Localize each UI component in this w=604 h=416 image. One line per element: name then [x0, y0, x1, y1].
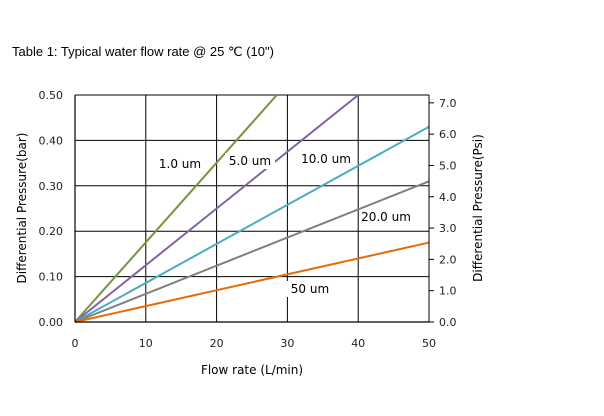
- series-label: 20.0 um: [361, 210, 411, 224]
- y-tick-label: 0.20: [39, 225, 64, 238]
- y2-tick-label: 3.0: [439, 222, 457, 235]
- series-line-4: [74, 180, 430, 323]
- y2-tick-label: 1.0: [439, 285, 457, 298]
- page-title: Table 1: Typical water flow rate @ 25 ℃ …: [12, 44, 274, 59]
- y-tick-label: 0.40: [39, 134, 64, 147]
- y2-tick-label: 2.0: [439, 253, 457, 266]
- plot-frame: [74, 95, 434, 323]
- x-tick-label: 0: [72, 337, 79, 350]
- y2-tick-label: 4.0: [439, 191, 457, 204]
- tick-labels: 0 10 20 30 40 50 0.00 0.10 0.20 0.30 0.40 0.50 0.0 1.…: [39, 89, 457, 350]
- series-label: 50 um: [291, 282, 329, 296]
- series-label: 10.0 um: [301, 152, 351, 166]
- y-tick-label: 0.10: [39, 271, 64, 284]
- series-line-5: [74, 241, 430, 323]
- x-tick-label: 50: [422, 337, 436, 350]
- series-label-bg: [361, 209, 411, 225]
- series-label: 1.0 um: [159, 157, 201, 171]
- y2-tick-label: 0.0: [439, 316, 457, 329]
- series-label-bg: [225, 153, 275, 169]
- y2-tick-label: 5.0: [439, 159, 457, 172]
- series-line-1: [74, 94, 278, 323]
- y2-tick-label: 6.0: [439, 128, 457, 141]
- x-tick-label: 20: [210, 337, 224, 350]
- series-label-bg: [285, 281, 335, 297]
- y2-axis-title: Differential Pressure(Psi): [471, 134, 485, 282]
- series-line-2: [74, 94, 359, 323]
- series-label-bg: [155, 156, 205, 172]
- y-axis-title: Differential Pressure(bar): [15, 133, 29, 284]
- series-label: 5.0 um: [229, 154, 271, 168]
- series-labels: 1.0 um 5.0 um 10.0 um 20.0 um 50 um: [155, 151, 411, 297]
- series-label-bg: [301, 151, 351, 167]
- y-tick-label: 0.50: [39, 89, 64, 102]
- x-tick-label: 40: [351, 337, 365, 350]
- series-line-3: [74, 125, 430, 323]
- x-tick-label: 10: [139, 337, 153, 350]
- y2-tick-label: 7.0: [439, 97, 457, 110]
- x-tick-label: 30: [280, 337, 294, 350]
- series-lines: [74, 94, 430, 323]
- y-tick-label: 0.00: [39, 316, 64, 329]
- grid-lines: [74, 94, 430, 323]
- y-tick-label: 0.30: [39, 180, 64, 193]
- x-axis-title: Flow rate (L/min): [201, 363, 303, 377]
